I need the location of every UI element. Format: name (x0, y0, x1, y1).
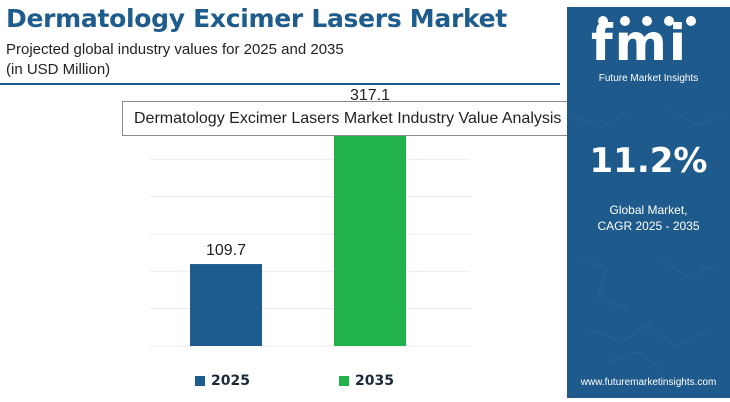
chart-tooltip: Dermatology Excimer Lasers Market Indust… (122, 101, 617, 136)
bar-2025[interactable] (190, 264, 262, 346)
page-title: Dermatology Excimer Lasers Market (6, 4, 507, 33)
bars (190, 109, 406, 346)
cagr-label-line1: Global Market, (609, 203, 688, 217)
data-label-2035: 317.1 (350, 87, 390, 104)
panel-texture (571, 106, 728, 370)
legend-swatch-2025 (195, 376, 205, 386)
data-label-2025: 109.7 (206, 242, 246, 259)
info-side-panel: fmi Future Market Insights 11.2% Global … (567, 7, 730, 398)
legend-swatch-2035 (339, 376, 349, 386)
cagr-label-line2: CAGR 2025 - 2035 (597, 219, 700, 233)
bar-chart: 109.7 317.1 (150, 87, 470, 347)
legend-label-2025: 2025 (211, 373, 250, 389)
website-link[interactable]: www.futuremarketinsights.com (580, 377, 717, 388)
chart-subtitle: Projected global industry values for 202… (6, 41, 344, 58)
data-labels: 109.7 317.1 (206, 87, 390, 259)
bar-2035[interactable] (334, 109, 406, 346)
fmi-logo: fmi (591, 14, 688, 72)
logo-icons (598, 16, 696, 26)
legend-label-2035: 2035 (355, 373, 394, 389)
logo-subtitle: Future Market Insights (598, 73, 699, 84)
legend-item-2035: 2035 (339, 371, 394, 391)
header-divider (0, 83, 560, 85)
legend-item-2025: 2025 (195, 371, 250, 391)
cagr-value: 11.2% (589, 141, 708, 181)
chart-unit-label: (in USD Million) (6, 61, 111, 78)
